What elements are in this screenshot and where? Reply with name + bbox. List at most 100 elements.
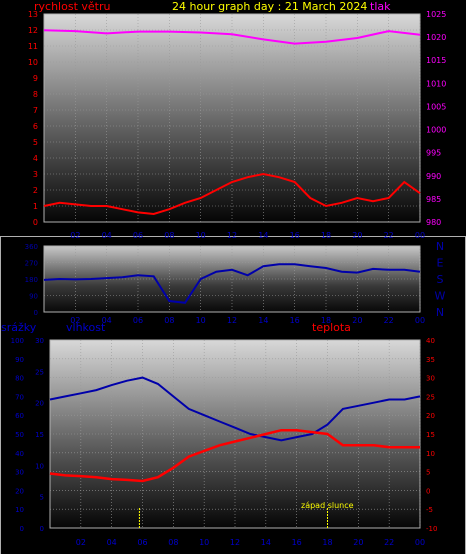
pressure-tick-label: 1010 <box>426 79 446 88</box>
x-tick-label: 00 <box>415 538 425 547</box>
pressure-line <box>43 29 421 45</box>
pressure-tick-label: 985 <box>426 195 441 204</box>
humidity-tick-label: 10 <box>35 462 44 470</box>
top-plot-area <box>43 13 421 223</box>
rain-tick-label: 100 <box>11 337 24 345</box>
wind-tick-label: 8 <box>33 90 38 99</box>
humidity-tick-label: 20 <box>35 400 44 408</box>
temperature-tick-label: -10 <box>426 525 437 533</box>
rain-tick-label: 40 <box>15 450 24 458</box>
wind-tick-label: 4 <box>33 154 38 163</box>
pressure-tick-label: 980 <box>426 218 441 227</box>
temperature-tick-label: 0 <box>426 487 430 495</box>
x-tick-label: 22 <box>384 316 394 325</box>
x-tick-label: 02 <box>76 538 86 547</box>
pressure-tick-label: 1015 <box>426 56 446 65</box>
wind-tick-label: 12 <box>28 26 38 35</box>
x-tick-label: 14 <box>258 231 268 240</box>
x-tick-label: 02 <box>70 316 80 325</box>
rain-tick-label: 0 <box>20 525 24 533</box>
direction-tick-label: 360 <box>25 243 38 251</box>
x-tick-label: 18 <box>322 538 332 547</box>
x-tick-label: 08 <box>168 538 178 547</box>
temperature-tick-label: -5 <box>426 506 433 514</box>
rain-axis-title: srážky <box>1 321 37 334</box>
wind-axis-title: rychlost větru <box>34 0 110 13</box>
humidity-line <box>49 376 421 442</box>
humidity-axis-title: vlhkost <box>66 321 106 334</box>
wind-direction-line <box>43 263 421 304</box>
compass-label: E <box>437 257 444 270</box>
temperature-tick-label: 15 <box>426 431 435 439</box>
wind-tick-label: 6 <box>33 122 38 131</box>
humidity-tick-label: 0 <box>40 525 44 533</box>
temperature-axis-title: teplota <box>312 321 351 334</box>
temperature-tick-label: 30 <box>426 375 435 383</box>
sunset-label: západ slunce <box>301 501 354 510</box>
x-tick-label: 16 <box>290 231 300 240</box>
humidity-tick-label: 30 <box>35 337 44 345</box>
axis-layer: 02 04 06 08 10 12 14 16 18 20 22 000123456789101112… <box>11 10 447 547</box>
compass-label: N <box>436 240 444 253</box>
wind-speed-line <box>43 172 421 216</box>
x-tick-label: 00 <box>415 231 425 240</box>
x-tick-label: 06 <box>137 538 147 547</box>
wind-tick-label: 0 <box>33 218 38 227</box>
temperature-tick-label: 40 <box>426 337 435 345</box>
rain-tick-label: 50 <box>15 431 24 439</box>
pressure-tick-label: 990 <box>426 172 441 181</box>
temperature-tick-label: 20 <box>426 412 435 420</box>
x-tick-label: 12 <box>227 316 237 325</box>
humidity-tick-label: 5 <box>40 494 44 502</box>
rain-tick-label: 70 <box>15 393 24 401</box>
pressure-tick-label: 1000 <box>426 126 446 135</box>
x-tick-label: 22 <box>384 538 394 547</box>
direction-tick-label: 0 <box>34 309 38 317</box>
wind-tick-label: 2 <box>33 186 38 195</box>
wind-tick-label: 11 <box>28 42 38 51</box>
wind-tick-label: 7 <box>33 106 38 115</box>
pressure-axis-title: tlak <box>370 0 391 13</box>
temperature-line <box>49 428 420 483</box>
temperature-tick-label: 10 <box>426 450 435 458</box>
rain-tick-label: 20 <box>15 487 24 495</box>
wind-tick-label: 1 <box>33 202 38 211</box>
x-tick-label: 20 <box>353 538 363 547</box>
temperature-tick-label: 5 <box>426 469 430 477</box>
x-tick-label: 12 <box>227 231 237 240</box>
wind-tick-label: 13 <box>28 10 38 19</box>
x-tick-label: 06 <box>133 316 143 325</box>
direction-tick-label: 180 <box>25 276 38 284</box>
direction-tick-label: 270 <box>25 260 38 268</box>
x-tick-label: 02 <box>70 231 80 240</box>
x-tick-label: 18 <box>321 231 331 240</box>
rain-tick-label: 10 <box>15 506 24 514</box>
x-tick-label: 12 <box>230 538 240 547</box>
wind-tick-label: 9 <box>33 74 38 83</box>
chart-title: 24 hour graph day : 21 March 2024 <box>172 0 367 13</box>
x-tick-label: 08 <box>164 231 174 240</box>
wind-tick-label: 5 <box>33 138 38 147</box>
series-layer <box>43 29 421 528</box>
wind-tick-label: 10 <box>28 58 38 67</box>
pressure-tick-label: 1005 <box>426 102 446 111</box>
x-tick-label: 06 <box>133 231 143 240</box>
compass-label: S <box>437 273 444 286</box>
humidity-tick-label: 25 <box>35 368 44 376</box>
pressure-tick-label: 1020 <box>426 33 446 42</box>
direction-tick-label: 90 <box>29 293 38 301</box>
x-tick-label: 04 <box>102 316 112 325</box>
x-tick-label: 14 <box>261 538 271 547</box>
x-tick-label: 16 <box>292 538 302 547</box>
compass-label: W <box>435 290 446 303</box>
pressure-tick-label: 995 <box>426 149 441 158</box>
rain-tick-label: 80 <box>15 375 24 383</box>
x-tick-label: 08 <box>164 316 174 325</box>
x-tick-label: 04 <box>107 538 117 547</box>
x-tick-label: 14 <box>258 316 268 325</box>
compass-label: N <box>436 306 444 319</box>
humidity-tick-label: 15 <box>35 431 44 439</box>
rain-tick-label: 60 <box>15 412 24 420</box>
